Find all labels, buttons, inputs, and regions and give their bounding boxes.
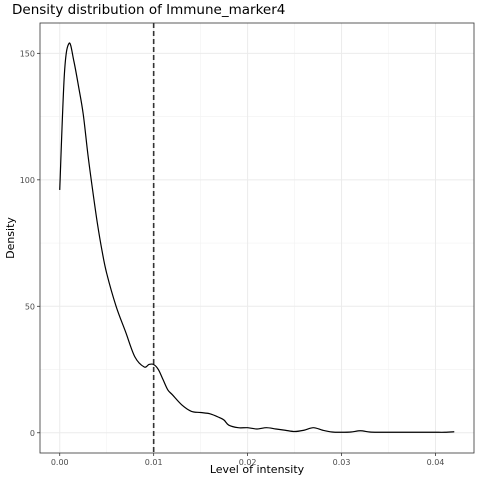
y-tick-label: 50: [25, 302, 35, 311]
grid-minor: [40, 23, 474, 453]
x-tick-label: 0.01: [145, 458, 163, 467]
y-axis: 0 50 100 150: [20, 49, 40, 438]
series-layer: [59, 42, 455, 433]
y-tick-label: 150: [20, 49, 35, 58]
x-axis: 0.00 0.01 0.02 0.03 0.04: [51, 453, 445, 467]
plot-border: [39, 22, 475, 454]
x-tick-label: 0.03: [333, 458, 351, 467]
y-axis-label: Density: [4, 217, 17, 259]
x-tick-label: 0.04: [427, 458, 445, 467]
chart-title: Density distribution of Immune_marker4: [12, 2, 285, 18]
x-axis-label: Level of intensity: [210, 463, 305, 476]
x-tick-label: 0.00: [51, 458, 69, 467]
plot-area: [40, 23, 474, 453]
x-tick-label: 0.02: [239, 458, 257, 467]
y-tick-label: 0: [30, 429, 35, 438]
y-tick-label: 100: [20, 176, 35, 185]
density-curve: [59, 42, 455, 433]
